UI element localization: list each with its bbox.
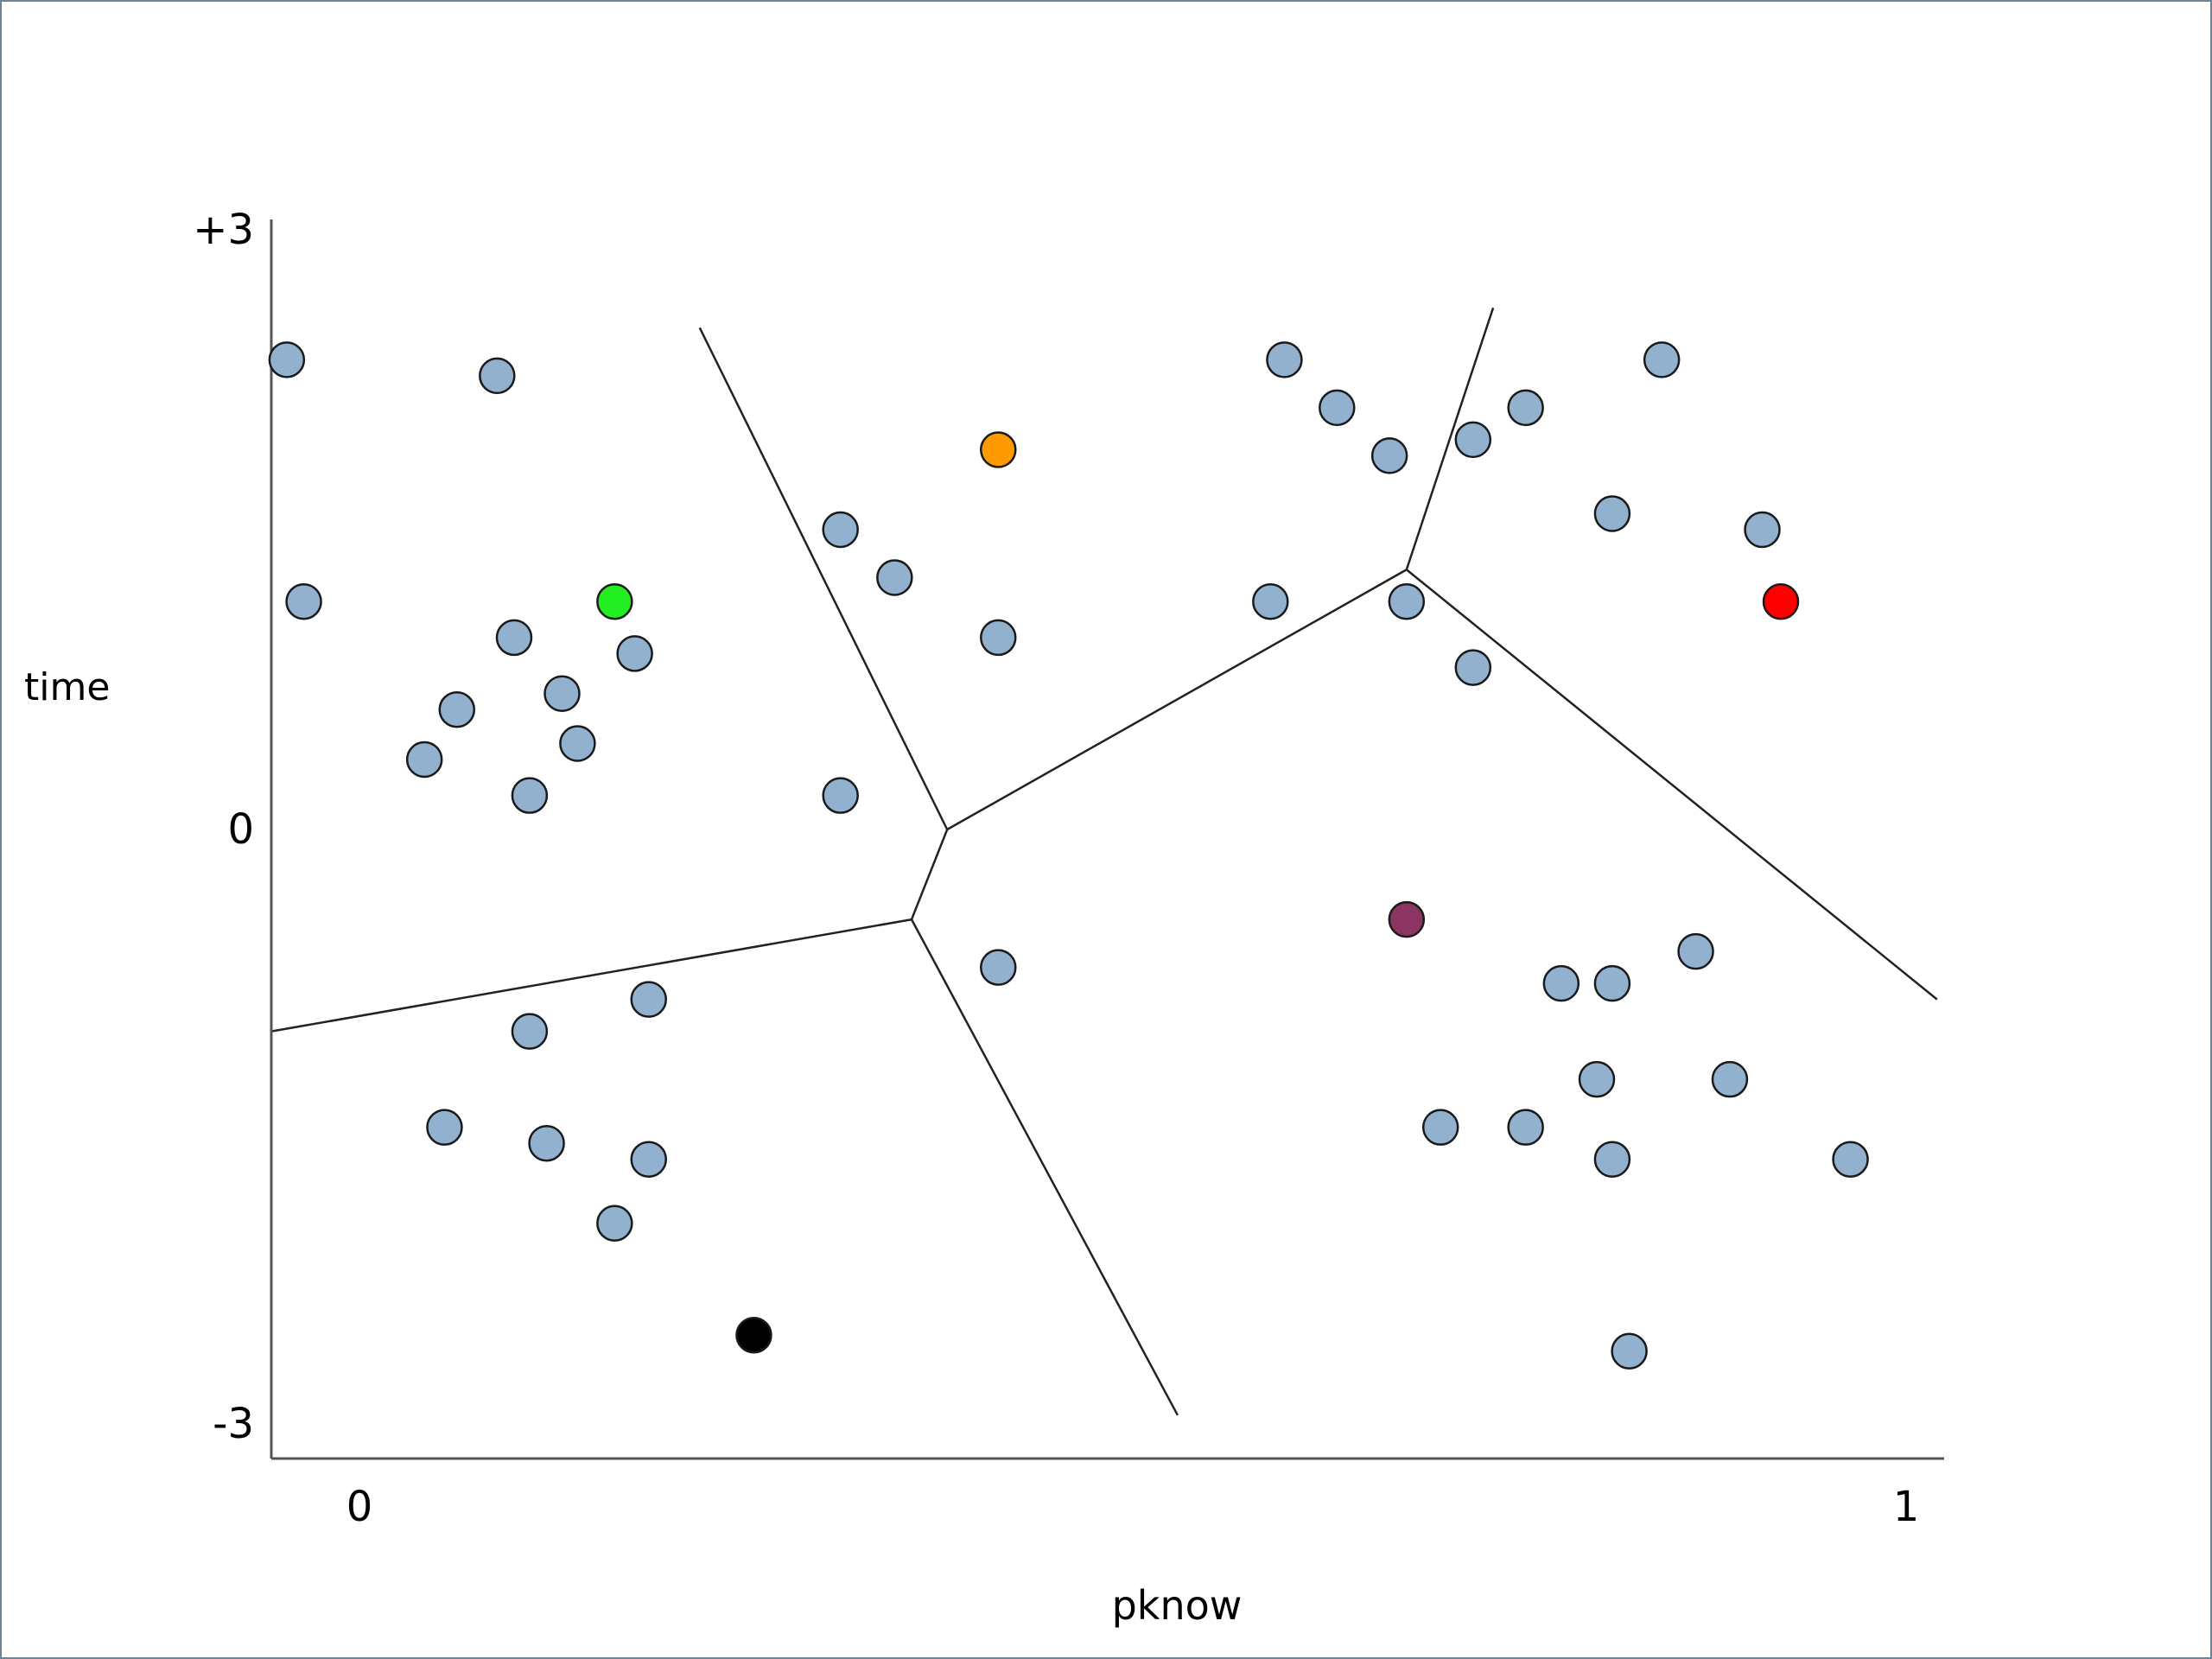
data-point-24 (1744, 511, 1781, 549)
y-tick-label-0: +3 (193, 206, 254, 254)
data-point-23 (1593, 495, 1631, 532)
cluster-boundaries (270, 307, 1938, 1416)
data-point-16 (1370, 437, 1408, 474)
data-point-10 (822, 511, 859, 549)
data-point-14 (1266, 341, 1303, 378)
data-point-35 (1578, 1060, 1616, 1098)
data-point-28 (426, 1109, 463, 1146)
boundary-line-5 (270, 918, 912, 1033)
x-tick-label-1: 1 (1893, 1483, 1920, 1531)
data-point-34 (1677, 932, 1714, 970)
centroid-point-1 (980, 431, 1017, 468)
data-point-4 (616, 635, 653, 672)
data-point-41 (1611, 1332, 1648, 1370)
data-point-36 (1711, 1060, 1749, 1098)
data-point-15 (1319, 389, 1356, 427)
data-point-29 (528, 1124, 565, 1162)
data-point-39 (1593, 1141, 1631, 1178)
boundary-line-0 (698, 327, 949, 830)
data-point-26 (630, 981, 667, 1018)
cluster-centroids (596, 431, 1800, 1354)
data-point-38 (1507, 1109, 1544, 1146)
centroid-point-4 (735, 1317, 772, 1354)
centroid-point-0 (596, 583, 633, 620)
y-tick-label-1: 0 (227, 805, 254, 854)
data-point-6 (438, 690, 476, 728)
boundary-line-2 (1405, 307, 1495, 570)
data-point-7 (559, 725, 596, 762)
boundary-line-3 (1406, 569, 1938, 1001)
y-axis-label: time (24, 665, 110, 709)
data-point-31 (596, 1205, 633, 1242)
data-point-2 (285, 583, 322, 620)
x-tick-label-0: 0 (346, 1483, 373, 1531)
data-point-5 (543, 675, 581, 712)
data-point-18 (1507, 389, 1544, 427)
boundary-line-1 (946, 569, 1408, 831)
data-point-1 (479, 357, 516, 395)
y-tick-labels: +3 0 -3 (193, 206, 254, 1448)
data-point-17 (1454, 421, 1492, 459)
data-point-0 (268, 341, 306, 378)
data-point-25 (980, 949, 1017, 986)
data-point-40 (1832, 1141, 1869, 1178)
data-point-27 (511, 1013, 549, 1050)
data-point-37 (1421, 1109, 1459, 1146)
centroid-point-2 (1762, 583, 1800, 620)
data-point-13 (822, 777, 859, 814)
y-tick-label-2: -3 (213, 1400, 254, 1448)
data-point-12 (980, 619, 1017, 657)
data-point-8 (405, 741, 443, 779)
boundary-line-4 (910, 829, 949, 920)
data-point-20 (1252, 583, 1289, 620)
data-points (268, 341, 1869, 1370)
x-axis-label: pknow (1112, 1582, 1243, 1629)
centroid-point-3 (1388, 900, 1426, 938)
data-point-9 (511, 777, 549, 814)
data-point-22 (1454, 649, 1492, 686)
boundary-line-6 (910, 918, 1179, 1416)
data-point-30 (630, 1141, 667, 1178)
data-point-32 (1542, 964, 1580, 1002)
data-point-3 (495, 619, 533, 657)
data-point-21 (1388, 583, 1426, 620)
data-point-19 (1643, 341, 1681, 378)
data-point-33 (1593, 964, 1631, 1002)
data-point-11 (876, 559, 913, 596)
